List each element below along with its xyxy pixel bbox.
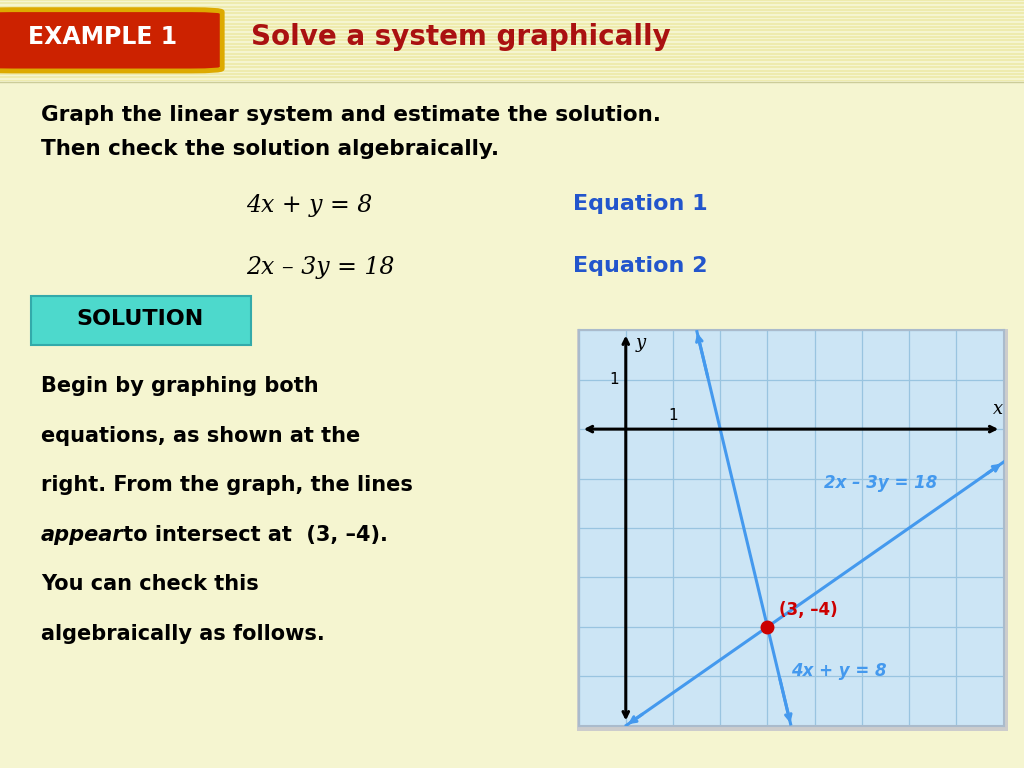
Text: SOLUTION: SOLUTION bbox=[77, 310, 204, 329]
Text: Then check the solution algebraically.: Then check the solution algebraically. bbox=[41, 139, 499, 159]
Text: to intersect at  (​3, –4).: to intersect at (​3, –4). bbox=[116, 525, 388, 545]
FancyBboxPatch shape bbox=[31, 296, 251, 346]
Text: 2x – 3y = 18: 2x – 3y = 18 bbox=[824, 475, 937, 492]
Text: (3, –4): (3, –4) bbox=[779, 601, 838, 620]
Text: 4x + y = 8: 4x + y = 8 bbox=[791, 662, 887, 680]
Text: EXAMPLE 1: EXAMPLE 1 bbox=[28, 25, 177, 49]
Text: Solve a system graphically: Solve a system graphically bbox=[251, 23, 671, 51]
Text: 1: 1 bbox=[669, 408, 678, 423]
Text: equations, as shown at the: equations, as shown at the bbox=[41, 425, 360, 445]
Text: Equation 2: Equation 2 bbox=[573, 256, 708, 276]
Text: right. From the graph, the lines: right. From the graph, the lines bbox=[41, 475, 413, 495]
Text: appear: appear bbox=[41, 525, 124, 545]
Text: x: x bbox=[993, 400, 1002, 419]
Text: y: y bbox=[636, 334, 646, 353]
Text: Begin by graphing both: Begin by graphing both bbox=[41, 376, 318, 396]
Text: 4x + y = 8: 4x + y = 8 bbox=[246, 194, 372, 217]
Text: You can check this: You can check this bbox=[41, 574, 259, 594]
Text: algebraically as follows.: algebraically as follows. bbox=[41, 624, 325, 644]
Text: Equation 1: Equation 1 bbox=[573, 194, 708, 214]
Text: Graph the linear system and estimate the solution.: Graph the linear system and estimate the… bbox=[41, 104, 660, 124]
Text: 1: 1 bbox=[609, 372, 618, 387]
Text: 2x – 3y = 18: 2x – 3y = 18 bbox=[246, 256, 394, 279]
FancyBboxPatch shape bbox=[0, 10, 222, 71]
